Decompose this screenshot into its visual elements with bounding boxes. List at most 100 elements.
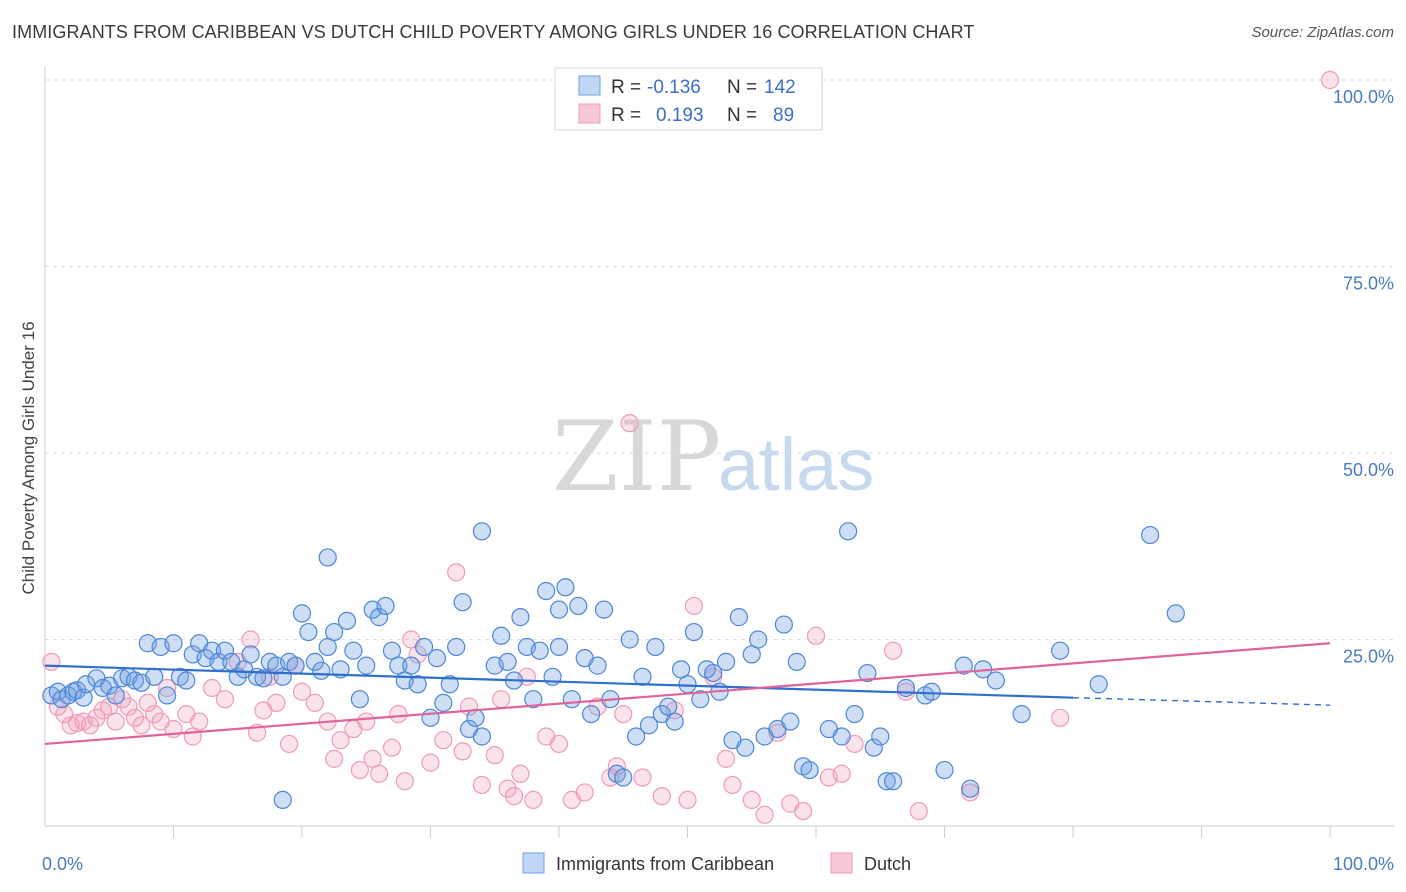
- caribbean-point: [787, 652, 806, 671]
- caribbean-point: [549, 600, 569, 619]
- dutch-point: [241, 630, 260, 649]
- caribbean-point: [646, 637, 665, 657]
- dutch-point: [87, 708, 106, 727]
- dutch-point: [684, 596, 704, 616]
- dutch-point: [106, 712, 125, 731]
- caribbean-point: [530, 641, 549, 660]
- caribbean-point: [626, 727, 646, 746]
- bottom-legend-caribbean: Immigrants from Caribbean: [556, 854, 774, 874]
- dutch-point: [350, 760, 369, 780]
- caribbean-point: [704, 663, 723, 683]
- dutch-point: [132, 716, 151, 735]
- caribbean-point: [877, 772, 896, 791]
- caribbean-point: [1089, 675, 1108, 694]
- caribbean-point: [241, 645, 260, 664]
- caribbean-point: [337, 611, 357, 630]
- watermark-atlas: atlas: [718, 423, 874, 506]
- caribbean-point: [922, 682, 941, 701]
- dutch-point: [145, 704, 164, 724]
- chart-title: IMMIGRANTS FROM CARIBBEAN VS DUTCH CHILD…: [12, 22, 975, 42]
- dutch-point: [575, 783, 594, 802]
- caribbean-point: [164, 634, 183, 653]
- caribbean-point: [588, 656, 607, 675]
- caribbean-trend-line: [44, 664, 1074, 699]
- caribbean-point: [376, 596, 395, 616]
- caribbean-point: [594, 600, 614, 619]
- watermark: ZIP atlas: [552, 401, 874, 513]
- caribbean-point: [1012, 704, 1031, 724]
- dutch-point: [620, 414, 639, 433]
- dutch-point: [498, 779, 517, 798]
- dutch-point: [305, 693, 324, 713]
- caribbean-point: [845, 704, 864, 724]
- dutch-point: [434, 731, 453, 750]
- caribbean-points: [42, 522, 1185, 809]
- legend: R = -0.136 N = 142 R = 0.193 N = 89: [554, 67, 823, 131]
- caribbean-point: [678, 675, 697, 694]
- caribbean-point: [331, 660, 350, 679]
- dutch-point: [832, 764, 851, 783]
- caribbean-point: [1140, 525, 1160, 545]
- dutch-point: [633, 768, 652, 787]
- caribbean-point: [68, 681, 87, 700]
- caribbean-point: [633, 667, 652, 686]
- tick-labels: 25.0% 50.0% 75.0% 100.0% 0.0% 100.0%: [42, 87, 1394, 874]
- caribbean-point: [961, 779, 980, 798]
- y-tick-label: 75.0%: [1343, 274, 1394, 294]
- legend-swatch-blue: [578, 75, 601, 96]
- dutch-point: [119, 697, 138, 716]
- caribbean-point: [781, 712, 800, 731]
- caribbean-point: [896, 678, 916, 698]
- trend-lines: [44, 642, 1331, 746]
- dutch-point: [472, 775, 491, 795]
- caribbean-point: [440, 675, 459, 694]
- dutch-point: [267, 693, 286, 713]
- y-tick-label: 100.0%: [1333, 87, 1394, 107]
- dutch-point: [794, 801, 813, 821]
- bottom-legend: Immigrants from Caribbean Dutch: [522, 852, 911, 874]
- bottom-legend-dutch: Dutch: [864, 854, 911, 874]
- caribbean-point: [414, 637, 434, 657]
- legend-n-value: 89: [773, 105, 794, 126]
- dutch-point: [202, 678, 222, 698]
- caribbean-point: [318, 548, 337, 567]
- caribbean-point: [472, 522, 491, 541]
- y-tick-label: 25.0%: [1343, 647, 1394, 667]
- caribbean-point: [370, 608, 389, 627]
- caribbean-point: [466, 708, 485, 727]
- dutch-point: [215, 690, 234, 709]
- caribbean-point: [202, 641, 222, 660]
- caribbean-point: [800, 760, 819, 780]
- caribbean-point: [511, 608, 530, 627]
- legend-n-value: 142: [764, 77, 796, 98]
- source-label: Source: ZipAtlas.com: [1251, 24, 1394, 41]
- dutch-point: [408, 645, 427, 664]
- caribbean-point: [582, 704, 601, 724]
- dutch-point: [138, 693, 157, 713]
- caribbean-point: [569, 596, 588, 616]
- dutch-point: [652, 787, 671, 806]
- caribbean-point: [305, 652, 324, 671]
- caribbean-point: [472, 727, 491, 746]
- caribbean-point: [774, 615, 793, 634]
- caribbean-point: [858, 663, 877, 683]
- caribbean-point: [691, 690, 710, 709]
- caribbean-point: [421, 708, 440, 727]
- y-tick-label: 50.0%: [1343, 460, 1394, 480]
- dutch-point: [485, 746, 504, 765]
- dutch-point: [723, 775, 742, 795]
- dutch-point: [453, 742, 472, 761]
- legend-swatch-pink: [578, 103, 601, 124]
- legend-r-value: -0.136: [647, 77, 701, 98]
- dutch-point: [157, 678, 177, 698]
- dutch-point: [716, 749, 736, 768]
- dutch-point: [614, 704, 633, 724]
- caribbean-point: [749, 630, 768, 649]
- axes: [44, 66, 1395, 838]
- dutch-point: [883, 641, 903, 660]
- dutch-point: [325, 749, 344, 768]
- caribbean-point: [1166, 604, 1185, 623]
- caribbean-point: [665, 712, 684, 731]
- dutch-point: [549, 734, 569, 754]
